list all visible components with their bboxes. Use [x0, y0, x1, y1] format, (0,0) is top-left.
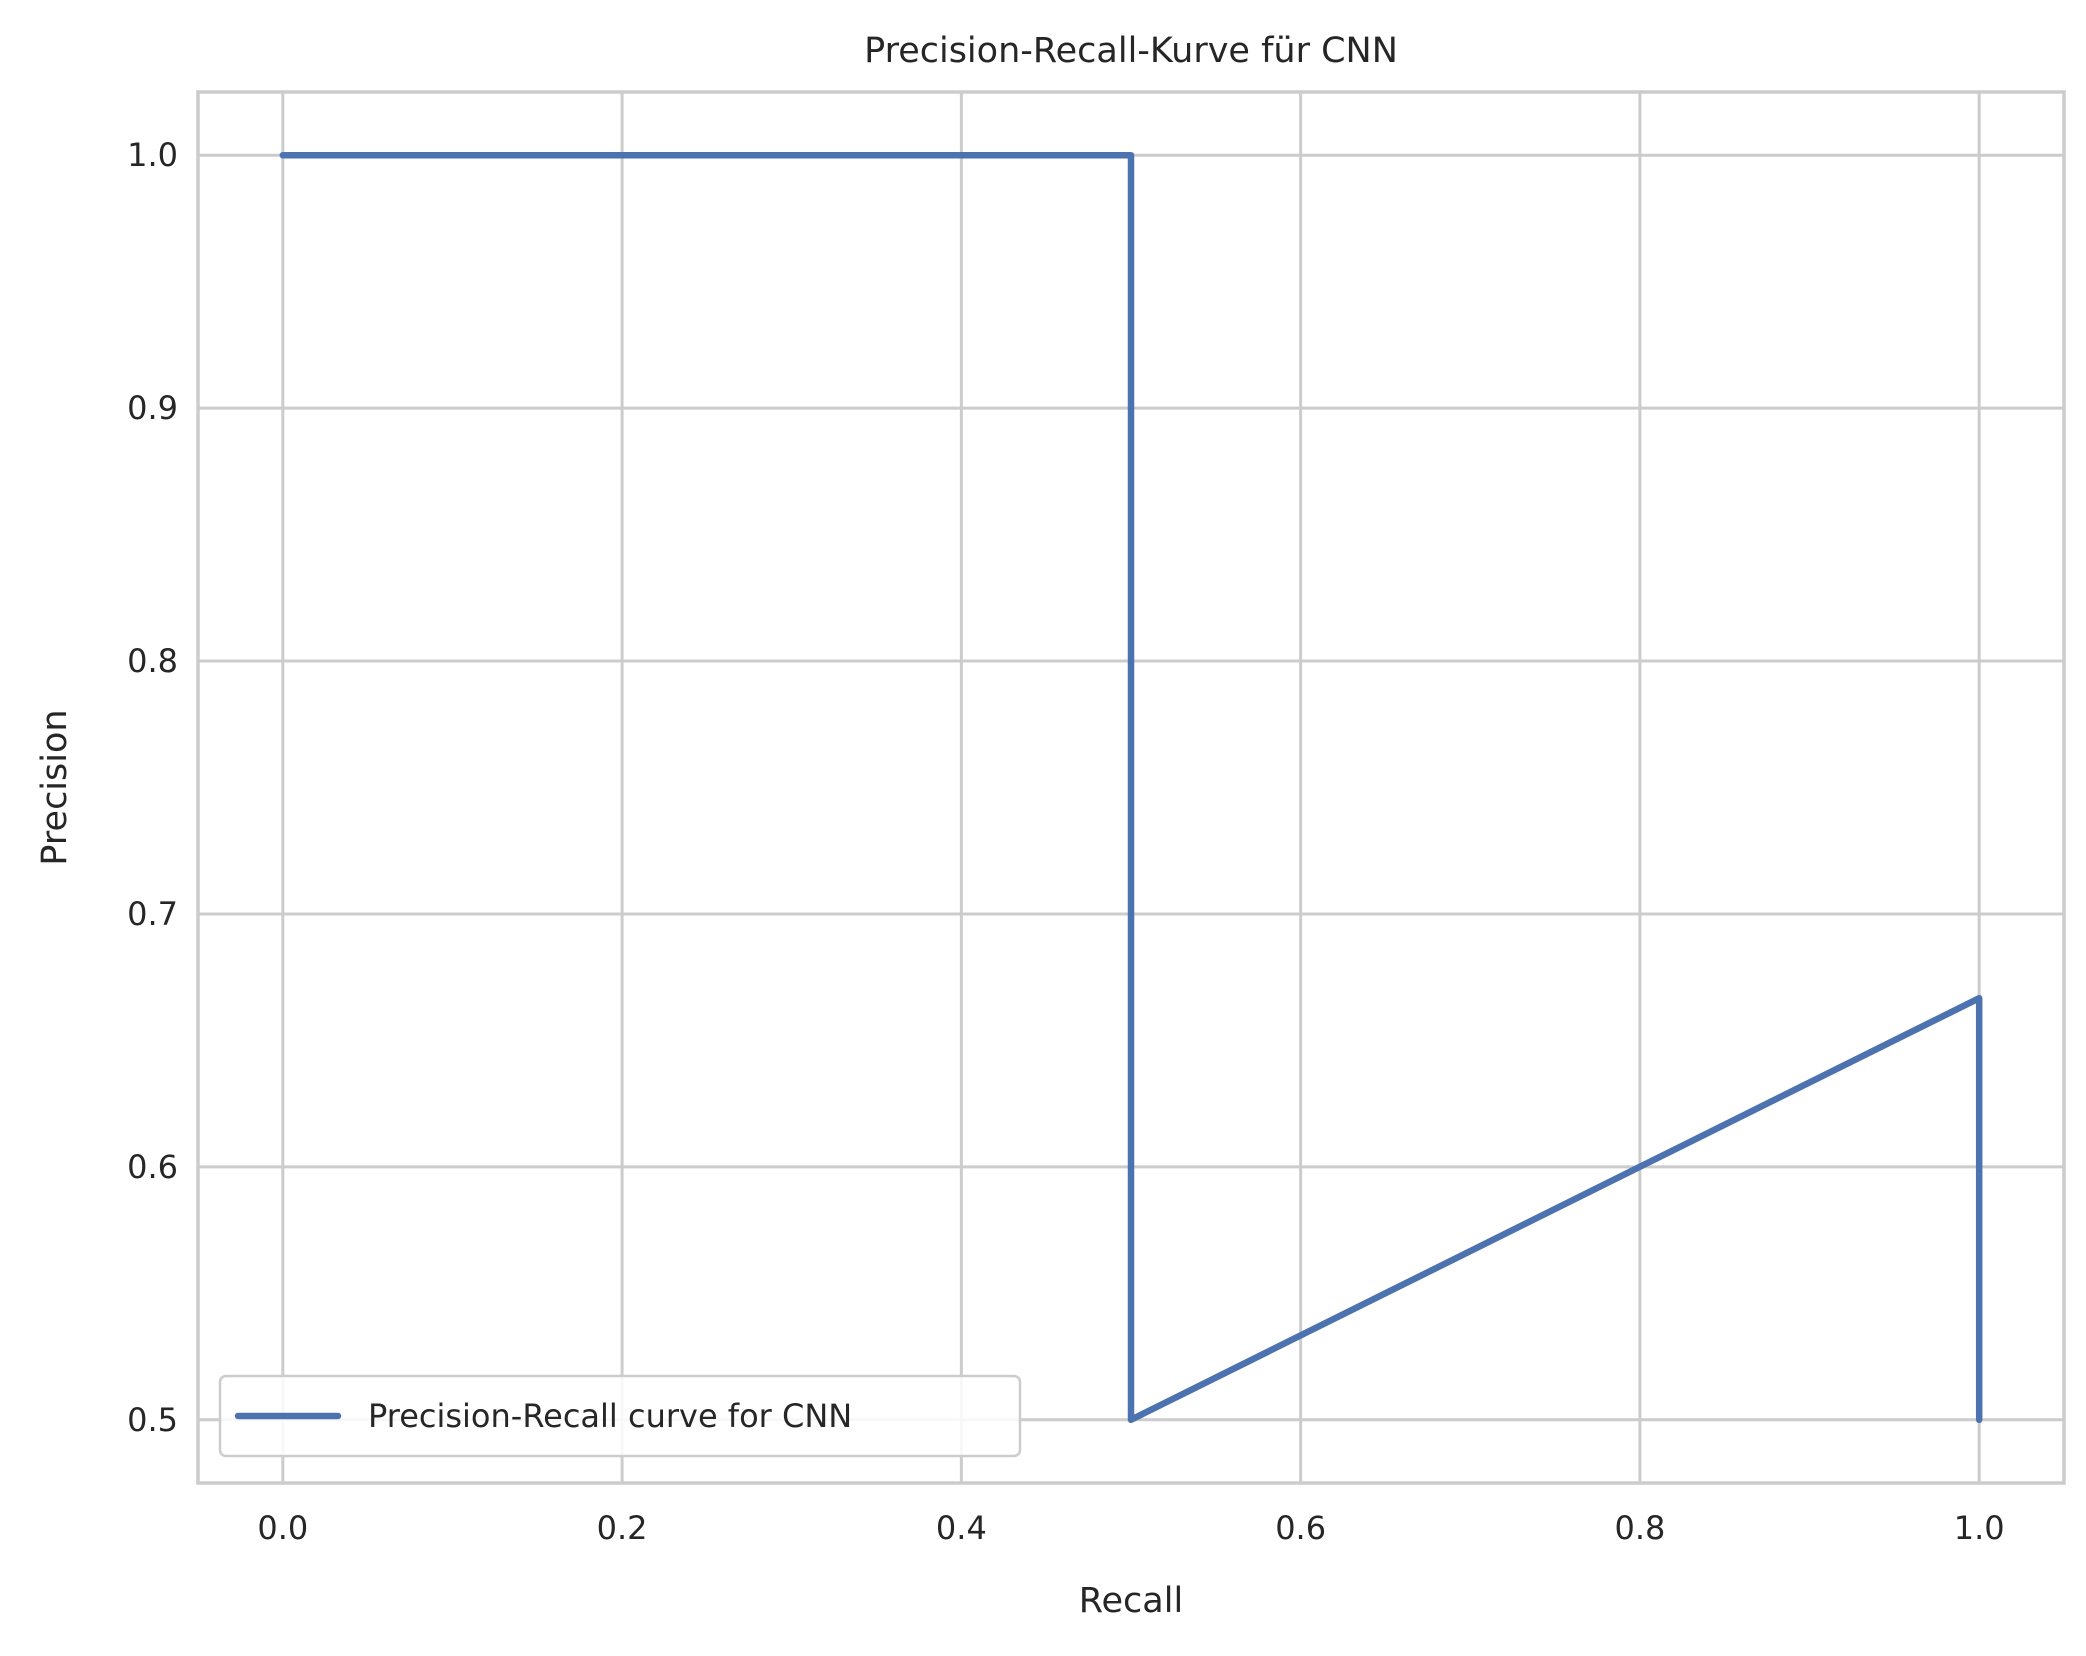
- y-tick-label: 0.6: [127, 1148, 178, 1186]
- y-axis-label: Precision: [35, 709, 75, 865]
- series-lines: [279, 151, 1983, 1424]
- y-tick-label: 0.5: [127, 1401, 178, 1439]
- y-tick-label: 0.9: [127, 389, 178, 427]
- y-tick-label: 0.7: [127, 895, 178, 933]
- x-tick-label: 0.2: [597, 1509, 648, 1547]
- x-tick-label: 0.8: [1614, 1509, 1665, 1547]
- y-tick-label: 0.8: [127, 642, 178, 680]
- x-tick-label: 0.6: [1275, 1509, 1326, 1547]
- y-tick-labels: 0.5 0.6 0.7 0.8 0.9 1.0: [127, 136, 178, 1439]
- axes-frame: [196, 90, 2066, 1485]
- x-axis-label: Recall: [1079, 1581, 1183, 1621]
- legend-box: [218, 1374, 1022, 1458]
- x-tick-label: 1.0: [1954, 1509, 2005, 1547]
- legend: Precision-Recall curve for CNN: [218, 1374, 1022, 1458]
- chart-title: Precision-Recall-Kurve für CNN: [864, 31, 1398, 71]
- x-tick-label: 0.4: [936, 1509, 987, 1547]
- series-line: [279, 151, 1983, 1424]
- y-tick-label: 1.0: [127, 136, 178, 174]
- legend-label: Precision-Recall curve for CNN: [368, 1397, 852, 1435]
- x-tick-label: 0.0: [257, 1509, 308, 1547]
- x-tick-labels: 0.0 0.2 0.4 0.6 0.8 1.0: [257, 1509, 2004, 1547]
